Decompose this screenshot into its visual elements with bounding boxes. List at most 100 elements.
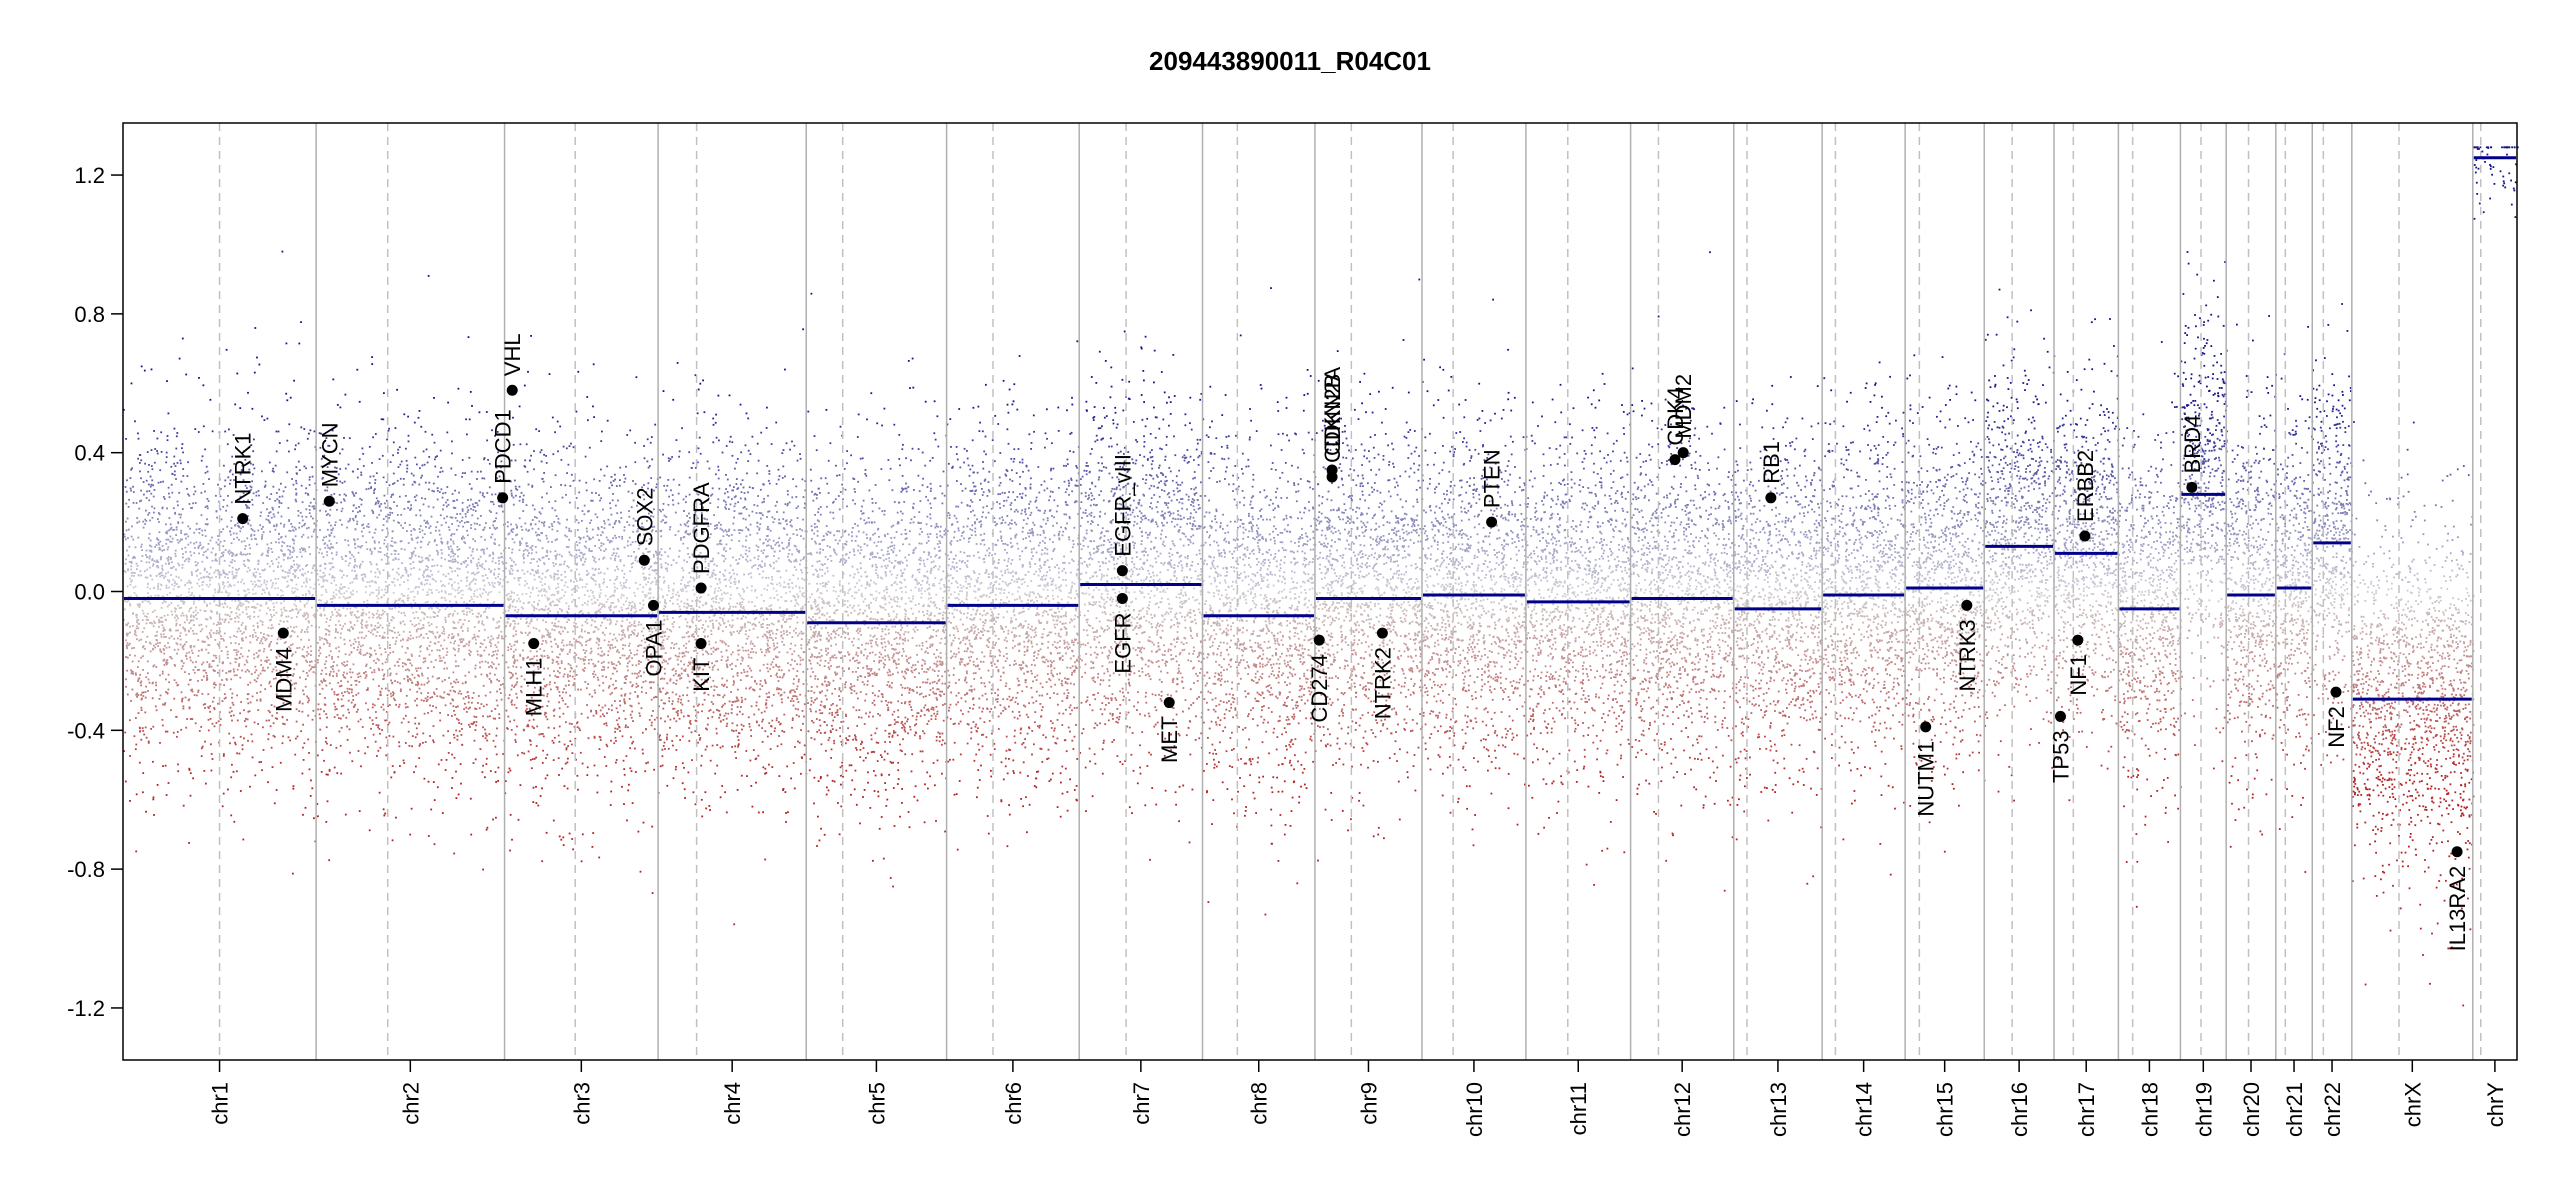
probe-point bbox=[303, 581, 305, 584]
probe-point bbox=[398, 745, 401, 748]
probe-point bbox=[336, 480, 338, 482]
probe-point bbox=[375, 589, 378, 591]
probe-point bbox=[232, 577, 235, 580]
probe-point bbox=[302, 689, 304, 692]
probe-point bbox=[231, 763, 233, 766]
probe-point bbox=[160, 431, 163, 434]
probe-point bbox=[477, 558, 480, 561]
probe-point bbox=[208, 663, 211, 666]
probe-point bbox=[430, 808, 433, 811]
probe-point bbox=[271, 470, 274, 472]
probe-point bbox=[630, 770, 633, 772]
probe-point bbox=[169, 656, 172, 659]
probe-point bbox=[296, 647, 299, 649]
probe-point bbox=[467, 707, 470, 710]
probe-point bbox=[137, 666, 139, 668]
probe-point bbox=[295, 472, 298, 475]
probe-point bbox=[302, 723, 304, 726]
probe-point bbox=[132, 612, 134, 614]
probe-point bbox=[397, 452, 399, 454]
probe-point bbox=[226, 525, 229, 528]
probe-point bbox=[287, 615, 290, 618]
probe-point bbox=[462, 561, 465, 563]
probe-point bbox=[472, 572, 475, 574]
probe-point bbox=[304, 594, 307, 597]
probe-point bbox=[313, 498, 315, 500]
probe-point bbox=[420, 634, 423, 637]
probe-point bbox=[468, 418, 471, 421]
probe-point bbox=[123, 533, 126, 536]
probe-point bbox=[206, 548, 209, 551]
probe-point bbox=[240, 624, 243, 626]
probe-point bbox=[474, 528, 477, 531]
probe-point bbox=[300, 484, 303, 487]
probe-point bbox=[376, 516, 379, 519]
probe-point bbox=[292, 787, 295, 790]
probe-point bbox=[451, 633, 454, 635]
probe-point bbox=[325, 737, 328, 739]
probe-point bbox=[189, 527, 191, 530]
probe-point bbox=[381, 454, 384, 457]
probe-point bbox=[578, 597, 580, 599]
probe-point bbox=[384, 719, 386, 722]
probe-point bbox=[261, 538, 263, 540]
probe-point bbox=[194, 561, 197, 563]
probe-point bbox=[470, 559, 472, 562]
probe-point bbox=[275, 789, 278, 791]
probe-point bbox=[308, 768, 311, 771]
probe-point bbox=[155, 666, 158, 668]
probe-point bbox=[148, 532, 151, 535]
probe-point bbox=[491, 560, 494, 563]
probe-point bbox=[630, 555, 633, 558]
probe-point bbox=[132, 485, 134, 488]
probe-point bbox=[478, 411, 481, 414]
probe-point bbox=[155, 684, 157, 687]
probe-point bbox=[486, 674, 488, 676]
probe-point bbox=[309, 645, 312, 648]
probe-point bbox=[205, 672, 208, 674]
probe-point bbox=[197, 562, 199, 564]
probe-point bbox=[347, 629, 349, 631]
probe-point bbox=[418, 568, 421, 571]
probe-point bbox=[382, 612, 385, 615]
probe-point bbox=[213, 696, 215, 699]
probe-point bbox=[141, 600, 144, 603]
probe-point bbox=[140, 489, 142, 492]
probe-point bbox=[630, 716, 633, 719]
probe-point bbox=[616, 587, 619, 590]
probe-point bbox=[161, 624, 164, 627]
probe-point bbox=[290, 523, 293, 525]
probe-point bbox=[204, 610, 207, 612]
probe-point bbox=[448, 634, 451, 636]
probe-point bbox=[163, 498, 166, 500]
probe-point bbox=[485, 522, 487, 524]
probe-point bbox=[160, 571, 163, 574]
probe-point bbox=[267, 592, 270, 595]
probe-point bbox=[288, 610, 291, 612]
probe-point bbox=[430, 623, 433, 625]
probe-point bbox=[408, 500, 411, 503]
probe-point bbox=[147, 619, 149, 621]
probe-point bbox=[337, 656, 340, 658]
probe-point bbox=[145, 676, 148, 679]
probe-point bbox=[159, 588, 162, 591]
probe-point bbox=[301, 585, 303, 588]
probe-point bbox=[415, 636, 418, 639]
probe-point bbox=[278, 442, 281, 444]
probe-point bbox=[180, 594, 182, 597]
probe-point bbox=[316, 536, 319, 538]
probe-point bbox=[447, 503, 450, 506]
probe-point bbox=[414, 699, 416, 702]
probe-point bbox=[395, 640, 397, 643]
probe-point bbox=[361, 530, 363, 533]
probe-point bbox=[290, 565, 293, 568]
probe-point bbox=[239, 790, 242, 792]
probe-point bbox=[306, 527, 308, 530]
probe-point bbox=[435, 589, 438, 591]
probe-point bbox=[444, 608, 447, 610]
probe-point bbox=[323, 454, 326, 457]
probe-point bbox=[511, 551, 513, 554]
probe-point bbox=[378, 589, 380, 592]
probe-point bbox=[370, 487, 372, 489]
probe-point bbox=[385, 719, 388, 722]
